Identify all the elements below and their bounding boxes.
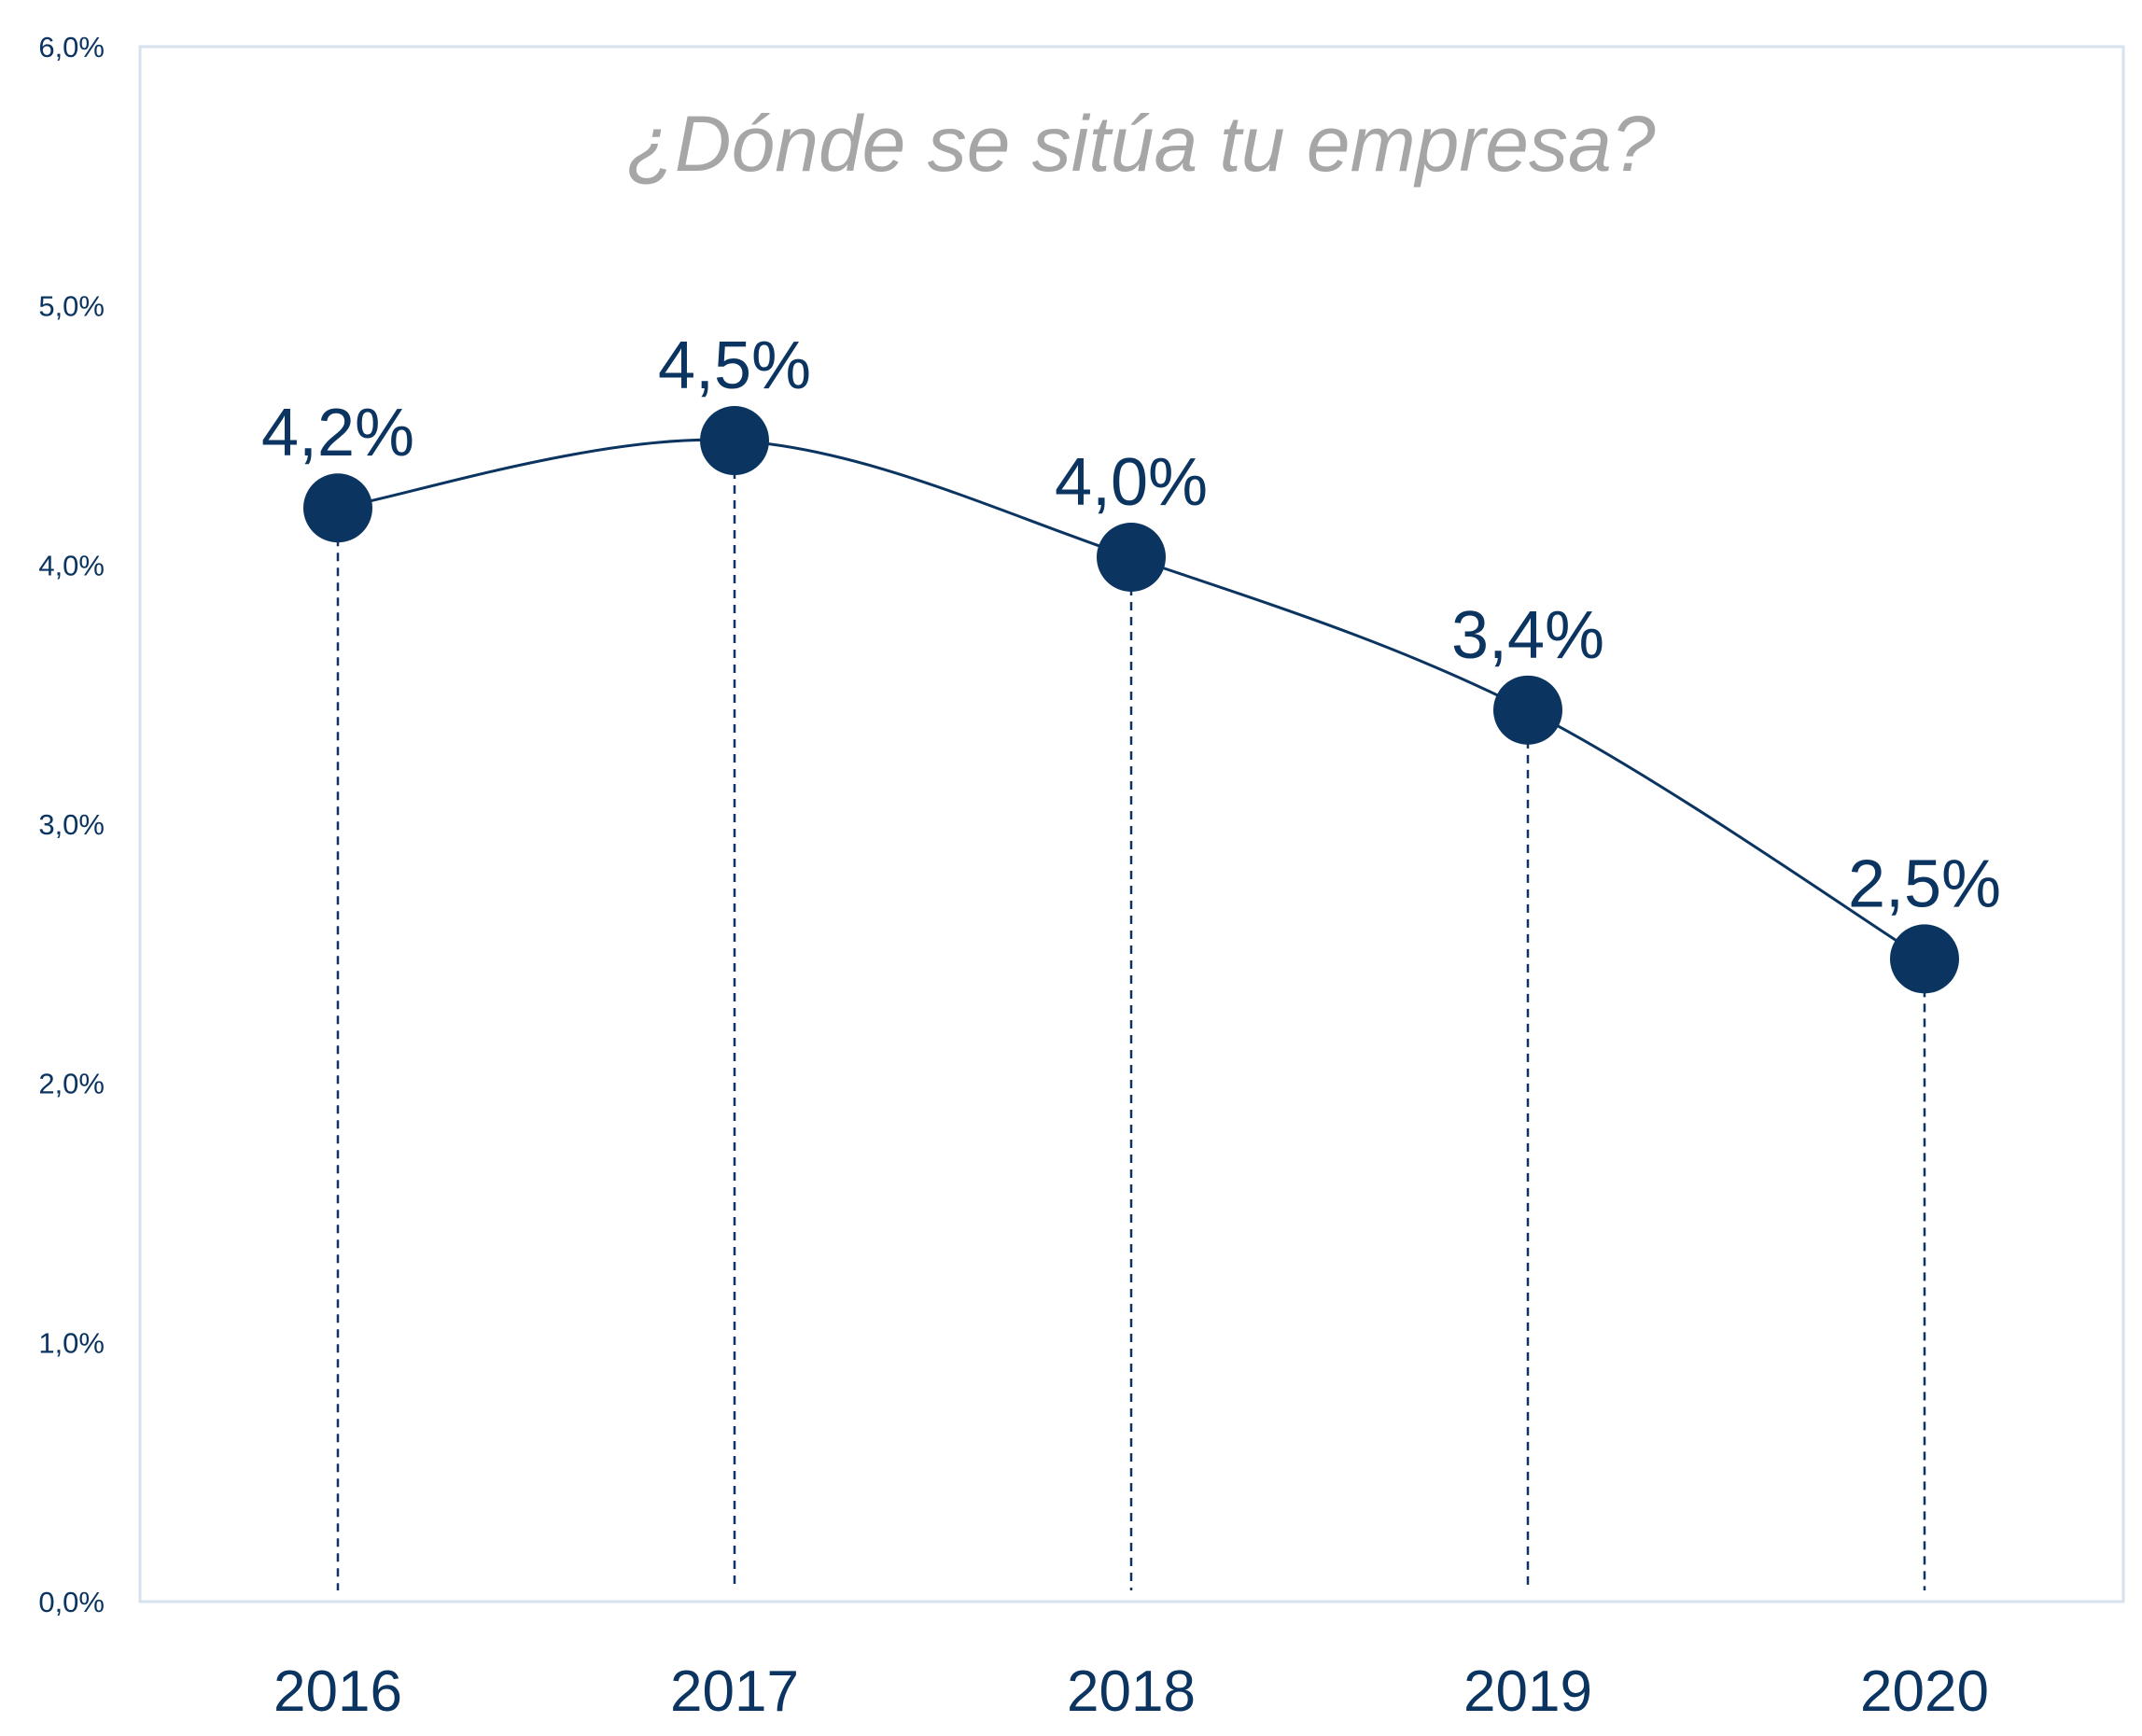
y-tick-label: 2,0% [38,1068,105,1100]
y-tick-label: 3,0% [38,808,105,841]
y-tick-label: 5,0% [38,290,105,323]
data-label: 3,4% [1451,598,1604,673]
y-tick-label: 0,0% [38,1586,105,1618]
data-points [303,406,1959,994]
data-label: 4,2% [261,396,414,470]
y-tick-label: 6,0% [38,31,105,63]
y-axis: 0,0% 1,0% 2,0% 3,0% 4,0% 5,0% 6,0% [38,31,105,1618]
y-tick-label: 4,0% [38,549,105,581]
data-label: 4,5% [658,329,811,403]
drop-lines [336,441,1926,1590]
x-tick-label: 2019 [1463,1659,1592,1724]
y-tick-label: 1,0% [38,1326,105,1359]
x-tick-label: 2020 [1860,1659,1989,1724]
x-tick-label: 2016 [273,1659,402,1724]
data-label: 4,0% [1055,445,1208,520]
data-labels: 4,2% 4,5% 4,0% 3,4% 2,5% [261,329,2001,921]
data-label: 2,5% [1848,847,2001,921]
x-tick-label: 2017 [670,1659,799,1724]
plot-area [138,45,2125,1603]
data-point [1097,523,1166,593]
data-point [700,406,769,476]
data-point [303,473,372,543]
x-axis: 2016 2017 2018 2019 2020 [273,1659,1989,1724]
x-tick-label: 2018 [1067,1659,1196,1724]
chart-title: ¿Dónde se sitúa tu empresa? [627,100,1656,188]
data-point [1890,924,1959,994]
data-point [1493,675,1562,745]
